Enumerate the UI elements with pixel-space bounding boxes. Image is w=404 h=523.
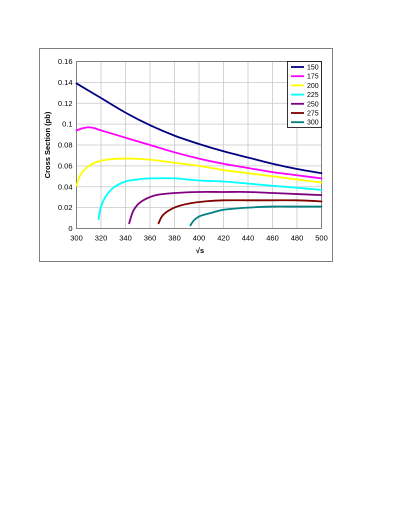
legend-label-275: 275 (307, 111, 319, 118)
y-tick-label: 0.06 (58, 161, 73, 170)
legend-label-175: 175 (307, 74, 319, 81)
y-tick-label: 0.1 (62, 120, 72, 129)
series-line-250 (128, 190, 323, 225)
series-line-200 (75, 157, 323, 187)
x-tick-label: 460 (266, 234, 279, 243)
x-tick-label: 400 (193, 234, 206, 243)
legend-label-150: 150 (307, 65, 319, 72)
x-tick-label: 480 (291, 234, 304, 243)
series-line-275 (157, 199, 323, 225)
x-tick-label: 360 (144, 234, 157, 243)
series-line-300 (189, 205, 323, 227)
x-tick-label: 440 (242, 234, 255, 243)
x-axis-ticks: 300 320 340 360 380 400 420 440 460 480 500 (70, 234, 328, 243)
legend-label-225: 225 (307, 92, 319, 99)
series-line-175 (75, 126, 323, 180)
series-line-150 (75, 82, 323, 175)
y-tick-label: 0.04 (58, 182, 73, 191)
x-tick-label: 340 (119, 234, 132, 243)
x-tick-label: 320 (95, 234, 108, 243)
y-tick-label: 0 (68, 224, 72, 233)
series-line-225 (97, 177, 323, 221)
legend: 150 175 200 225 250 275 300 (287, 61, 322, 128)
y-axis-title: Cross Section (pb) (43, 111, 52, 178)
legend-label-200: 200 (307, 83, 319, 90)
series-lines (75, 82, 323, 227)
x-tick-label: 500 (315, 234, 328, 243)
plot-area-border (76, 61, 322, 229)
y-tick-label: 0.12 (58, 99, 73, 108)
y-tick-label: 0.16 (58, 57, 73, 66)
y-tick-label: 0.02 (58, 203, 73, 212)
legend-label-300: 300 (307, 120, 319, 127)
y-tick-label: 0.08 (58, 141, 73, 150)
x-axis-title: √s (196, 246, 204, 255)
x-tick-label: 420 (217, 234, 230, 243)
legend-label-250: 250 (307, 101, 319, 108)
x-tick-label: 300 (70, 234, 83, 243)
y-axis-ticks: 0 0.02 0.04 0.06 0.08 0.1 0.12 0.14 0.16 (58, 57, 73, 233)
x-tick-label: 380 (168, 234, 181, 243)
y-tick-label: 0.14 (58, 78, 73, 87)
